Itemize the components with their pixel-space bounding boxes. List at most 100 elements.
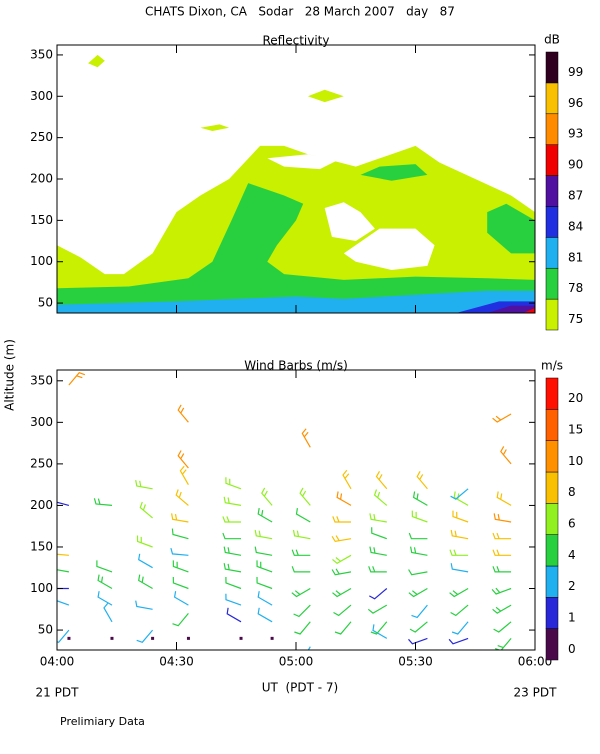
colorbar-segment [545, 471, 559, 504]
wind-barb [175, 489, 189, 506]
wind-barb [331, 535, 352, 543]
colorbar-label: 10 [568, 454, 583, 468]
wind-barb [135, 479, 153, 490]
wind-barb [370, 621, 388, 635]
colorbar-label: 20 [568, 391, 583, 405]
wind-barb [295, 508, 311, 523]
contour-hole [267, 154, 337, 170]
wind-barb [239, 636, 243, 640]
y-tick-label: 150 [30, 539, 53, 553]
wind-barb [448, 637, 469, 645]
contour-hole [324, 202, 375, 241]
contour-region [523, 308, 535, 313]
colorbar-segment [545, 144, 559, 176]
y-tick-label: 250 [30, 456, 53, 470]
wind-barb [372, 624, 388, 639]
contour-region [57, 183, 535, 313]
wind-barb [57, 501, 70, 506]
y-tick-label: 100 [30, 581, 53, 595]
wind-barb [151, 636, 155, 640]
contour-region [487, 305, 535, 313]
wind-barb [409, 621, 428, 633]
wind-barb [411, 510, 428, 523]
contour-region [487, 203, 535, 254]
colorbar-label: 96 [568, 96, 583, 110]
colorbar-segment [545, 267, 559, 300]
colorbar-label: 2 [568, 579, 576, 593]
wind-barb [254, 546, 273, 556]
wind-barb [225, 576, 242, 590]
colorbar-label: 75 [568, 312, 583, 326]
wind-barb [291, 566, 311, 573]
wind-barb [411, 604, 428, 619]
colorbar-segment [545, 175, 559, 207]
wind-barb [179, 465, 189, 485]
wind-barb [110, 636, 114, 640]
colorbar-segment [545, 237, 559, 269]
wind-barb [170, 547, 189, 556]
colorbar-segment [545, 82, 559, 115]
wind-barb [57, 587, 69, 590]
y-tick-label: 200 [30, 498, 53, 512]
y-tick-label: 300 [30, 89, 53, 103]
wind-barb [334, 621, 352, 635]
y-tick-label: 350 [30, 47, 53, 61]
colorbar-label: 90 [568, 158, 583, 172]
colorbar-label: 99 [568, 65, 583, 79]
wind-barb [333, 604, 352, 617]
wind-barb [292, 529, 311, 540]
wind-barb [57, 600, 70, 606]
colorbar-segment [545, 597, 559, 629]
wind-barb [186, 636, 190, 640]
wind-barb [452, 510, 469, 523]
wind-barb [371, 527, 388, 540]
wind-barb [57, 629, 70, 644]
panel-title: Reflectivity [262, 34, 329, 48]
wind-barb [492, 566, 512, 573]
wind-barb [171, 528, 189, 540]
contour-region [360, 164, 428, 181]
y-tick-label: 300 [30, 415, 53, 429]
colorbar-segment [545, 113, 559, 145]
wind-barb [450, 563, 469, 573]
wind-barb [172, 560, 189, 573]
wind-barb [138, 574, 153, 590]
wind-barb [450, 604, 469, 617]
wind-barb [493, 513, 512, 523]
contour-region [88, 54, 105, 68]
contour-region [200, 124, 230, 131]
wind-barb [172, 576, 189, 590]
wind-barb [369, 546, 387, 556]
wind-barb [97, 574, 113, 590]
wind-barb [67, 636, 71, 640]
wind-barb [257, 507, 273, 523]
colorbar-label: 1 [568, 611, 576, 625]
wind-barb [408, 587, 428, 598]
y-tick-label: 100 [30, 254, 53, 268]
wind-barb [139, 501, 153, 519]
colorbar-segment [545, 206, 559, 238]
wind-barb [226, 607, 242, 623]
wind-barb [225, 477, 242, 490]
wind-barb [97, 591, 113, 606]
wind-barb [222, 516, 241, 523]
colorbar-segment [545, 565, 559, 598]
wind-barb [500, 446, 512, 465]
wind-barb [493, 621, 512, 633]
colorbar-label: 93 [568, 127, 583, 141]
wind-barb [369, 588, 388, 600]
wind-barb [416, 471, 428, 490]
wind-barb [496, 491, 512, 506]
wind-barb [451, 621, 469, 635]
wind-barb [93, 498, 113, 506]
plot-area [57, 371, 512, 650]
colorbar-label: 78 [568, 281, 583, 295]
wind-barb [450, 529, 469, 540]
x-axis-title: UT (PDT - 7) [262, 681, 339, 695]
contour-hole [343, 228, 435, 270]
wind-barb [291, 587, 311, 598]
wind-barb [492, 532, 512, 540]
x-tick-label: 05:00 [279, 655, 314, 669]
wind-barb [492, 549, 512, 556]
